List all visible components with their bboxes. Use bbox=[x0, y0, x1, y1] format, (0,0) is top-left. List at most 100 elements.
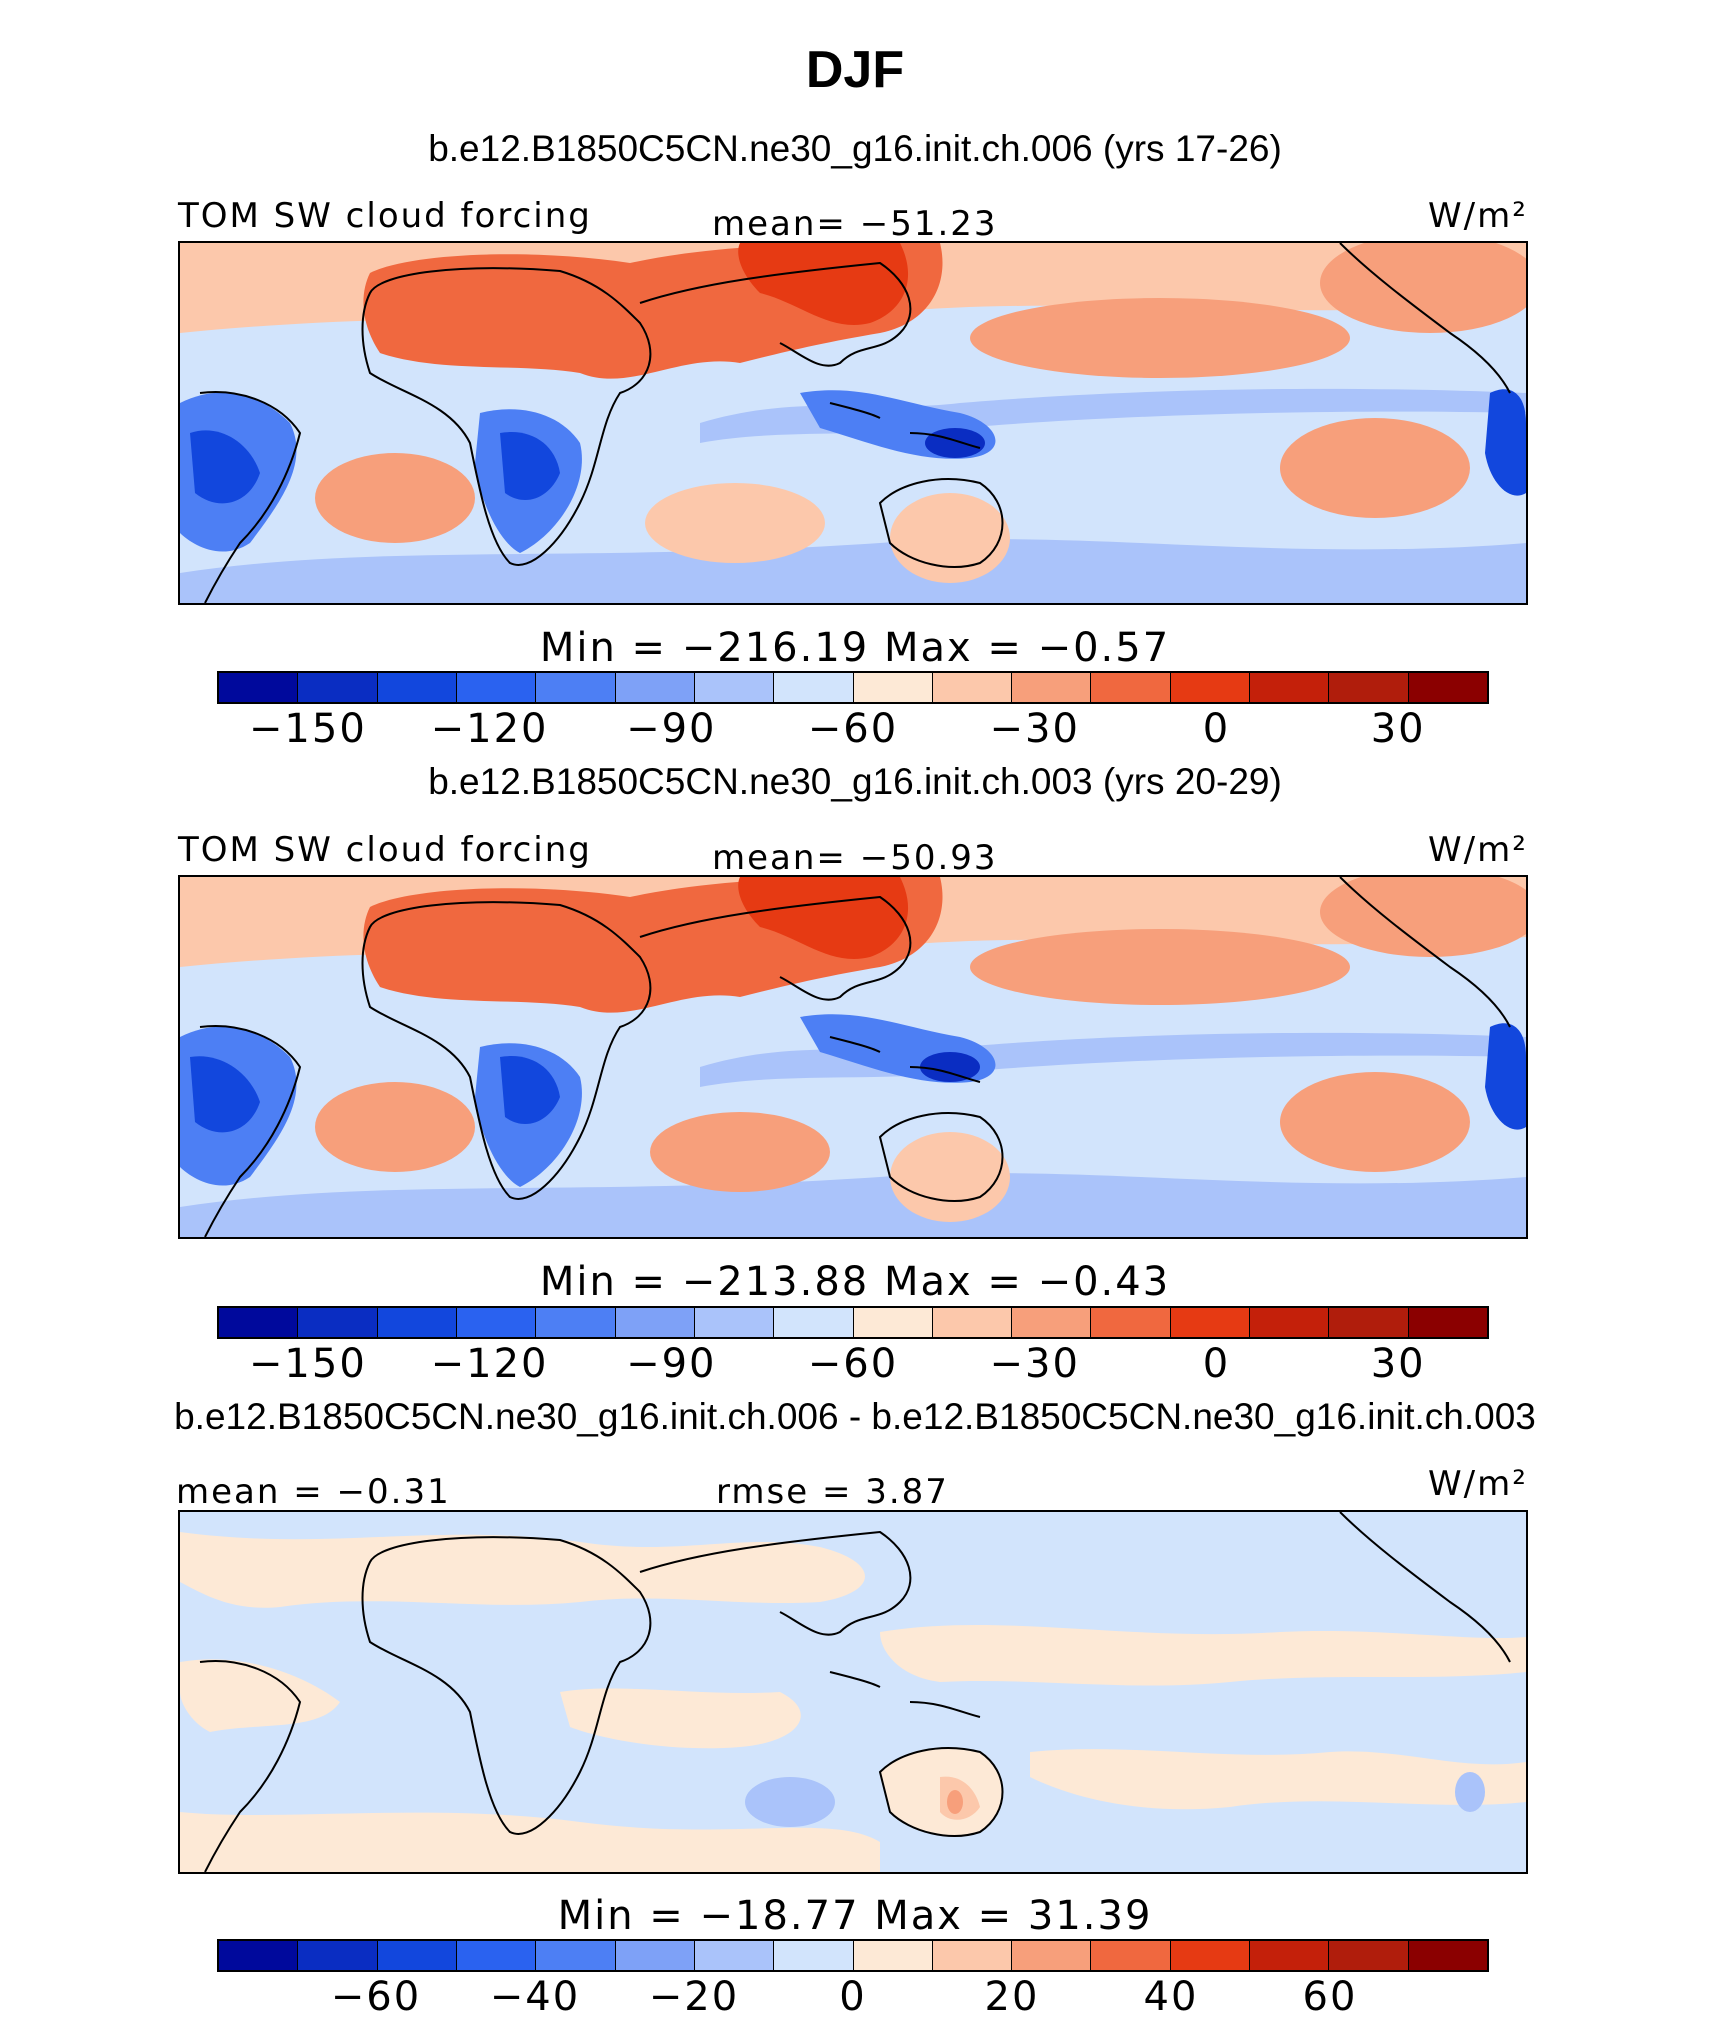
map-field-cool bbox=[500, 432, 560, 501]
map-field-warm bbox=[650, 1112, 830, 1192]
map-field-cool bbox=[1485, 389, 1526, 496]
panel-3-minmax: Min = −18.77 Max = 31.39 bbox=[557, 1893, 1153, 1939]
colorbar-tick-label: −30 bbox=[989, 1341, 1080, 1387]
panel-3-colorbar-ticks: −60 −40 −20 0 20 40 60 bbox=[217, 1974, 1489, 2024]
colorbar-swatch bbox=[1091, 1941, 1171, 1970]
colorbar-swatch bbox=[219, 673, 299, 702]
colorbar-swatch bbox=[1012, 673, 1092, 702]
panel-3-colorbar bbox=[217, 1939, 1489, 1972]
map-coastlines bbox=[199, 243, 1511, 603]
colorbar-swatch bbox=[219, 1941, 299, 1970]
panel-1-colorbar-ticks: −150 −120 −90 −60 −30 0 30 bbox=[217, 706, 1489, 756]
colorbar-swatch bbox=[536, 1941, 616, 1970]
map-field-diff bbox=[1030, 1749, 1526, 1810]
colorbar-tick-label: 0 bbox=[1202, 1341, 1231, 1387]
panel-3-mean-label: mean = −0.31 bbox=[176, 1472, 451, 1512]
map-field-warm bbox=[970, 929, 1350, 1005]
map-field-band bbox=[180, 1173, 1526, 1237]
map-field-diff bbox=[1455, 1772, 1485, 1812]
map-field-diff bbox=[560, 1688, 801, 1749]
colorbar-swatch bbox=[1250, 1308, 1330, 1337]
panel-1-variable-label: TOM SW cloud forcing bbox=[178, 196, 592, 236]
colorbar-swatch bbox=[536, 1308, 616, 1337]
map-field-warm bbox=[1320, 877, 1526, 957]
panel-2-map bbox=[178, 875, 1528, 1239]
map-field-warm bbox=[315, 1082, 475, 1172]
colorbar-tick-label: −90 bbox=[626, 1341, 717, 1387]
colorbar-swatch bbox=[694, 673, 775, 702]
panel-1-map bbox=[178, 241, 1528, 605]
colorbar-swatch bbox=[1250, 1941, 1330, 1970]
panel-2-title: b.e12.B1850C5CN.ne30_g16.init.ch.003 (yr… bbox=[428, 761, 1282, 802]
colorbar-swatch bbox=[1329, 1308, 1409, 1337]
panel-2-variable-label: TOM SW cloud forcing bbox=[178, 830, 592, 870]
panel-2-units-label: W/m² bbox=[1428, 830, 1528, 870]
colorbar-swatch bbox=[1408, 1941, 1487, 1970]
colorbar-swatch bbox=[853, 1941, 933, 1970]
map-field-band bbox=[180, 539, 1526, 603]
colorbar-swatch bbox=[377, 1308, 457, 1337]
colorbar-swatch bbox=[932, 673, 1013, 702]
colorbar-swatch bbox=[536, 673, 616, 702]
colorbar-swatch bbox=[1012, 1308, 1092, 1337]
colorbar-swatch bbox=[853, 673, 933, 702]
map-field-diff bbox=[880, 1624, 1526, 1686]
map-field-warm bbox=[890, 493, 1010, 583]
colorbar-tick-label: −30 bbox=[989, 706, 1080, 752]
figure-title: DJF bbox=[805, 41, 905, 99]
panel-3-units-label: W/m² bbox=[1428, 1464, 1528, 1504]
colorbar-tick-label: −150 bbox=[248, 1341, 367, 1387]
colorbar-swatch bbox=[1329, 1941, 1409, 1970]
colorbar-tick-label: −60 bbox=[807, 1341, 899, 1387]
colorbar-swatch bbox=[456, 1308, 537, 1337]
panel-1-units-label: W/m² bbox=[1428, 196, 1528, 236]
panel-1-mean-label: mean= −51.23 bbox=[712, 204, 998, 244]
colorbar-tick-label: −60 bbox=[330, 1974, 422, 2020]
map-field-cool bbox=[1485, 1023, 1526, 1130]
panel-3-rmse-label: rmse = 3.87 bbox=[716, 1472, 949, 1512]
colorbar-tick-label: 0 bbox=[1202, 706, 1231, 752]
colorbar-tick-label: −60 bbox=[807, 706, 899, 752]
colorbar-swatch bbox=[1170, 1308, 1251, 1337]
colorbar-swatch bbox=[377, 673, 457, 702]
colorbar-swatch bbox=[1329, 673, 1409, 702]
colorbar-tick-label: −120 bbox=[430, 706, 549, 752]
map-field-warm bbox=[1320, 243, 1526, 333]
panel-2-mean-label: mean= −50.93 bbox=[712, 838, 998, 878]
map-field-warm bbox=[970, 298, 1350, 378]
colorbar-swatch bbox=[1012, 1941, 1092, 1970]
colorbar-tick-label: 40 bbox=[1143, 1974, 1199, 2020]
colorbar-swatch bbox=[1091, 673, 1171, 702]
colorbar-swatch bbox=[1091, 1308, 1171, 1337]
map-field-warm bbox=[315, 453, 475, 543]
map-field-cool bbox=[190, 1056, 260, 1133]
colorbar-swatch bbox=[853, 1308, 933, 1337]
map-field-warm bbox=[890, 1132, 1010, 1222]
panel-1-minmax: Min = −216.19 Max = −0.57 bbox=[539, 625, 1171, 671]
colorbar-tick-label: −120 bbox=[430, 1341, 549, 1387]
panel-2-colorbar bbox=[217, 1306, 1489, 1339]
colorbar-swatch bbox=[774, 1941, 854, 1970]
colorbar-swatch bbox=[774, 673, 854, 702]
map-coastlines bbox=[199, 877, 1511, 1237]
colorbar-swatch bbox=[932, 1941, 1013, 1970]
colorbar-tick-label: 30 bbox=[1370, 706, 1426, 752]
colorbar-tick-label: −90 bbox=[626, 706, 717, 752]
map-coastlines bbox=[199, 1512, 1511, 1872]
colorbar-swatch bbox=[1170, 1941, 1251, 1970]
colorbar-tick-label: 20 bbox=[984, 1974, 1040, 2020]
colorbar-swatch bbox=[615, 673, 695, 702]
colorbar-swatch bbox=[1250, 673, 1330, 702]
panel-3-title: b.e12.B1850C5CN.ne30_g16.init.ch.006 - b… bbox=[174, 1396, 1536, 1437]
colorbar-swatch bbox=[932, 1308, 1013, 1337]
colorbar-tick-label: −40 bbox=[489, 1974, 581, 2020]
colorbar-swatch bbox=[1408, 1308, 1487, 1337]
colorbar-tick-label: 30 bbox=[1370, 1341, 1426, 1387]
map-field-warm bbox=[1280, 1072, 1470, 1172]
map-field-cool bbox=[920, 1052, 980, 1082]
colorbar-swatch bbox=[456, 1941, 537, 1970]
panel-1-colorbar bbox=[217, 671, 1489, 704]
colorbar-swatch bbox=[774, 1308, 854, 1337]
colorbar-swatch bbox=[615, 1308, 695, 1337]
colorbar-tick-label: 60 bbox=[1302, 1974, 1358, 2020]
